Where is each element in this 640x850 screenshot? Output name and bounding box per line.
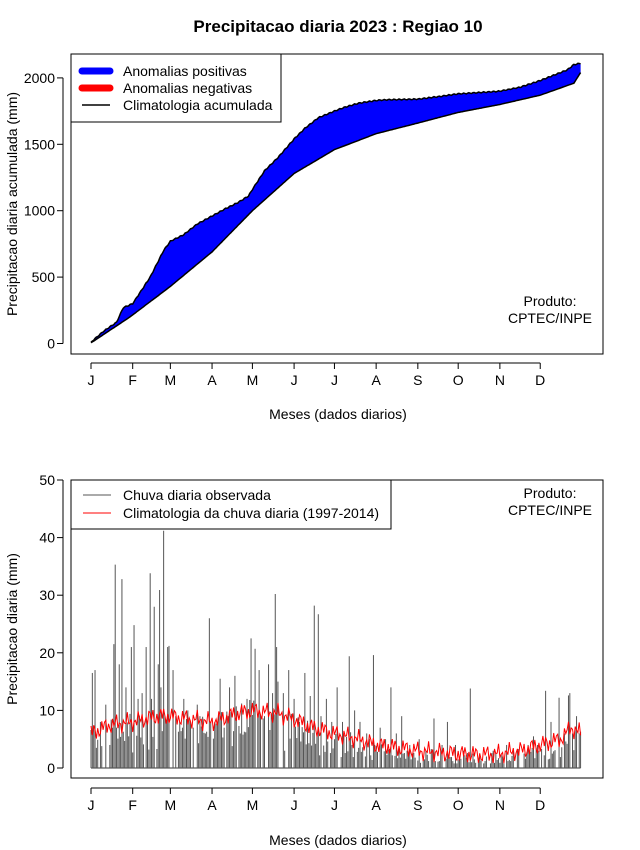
x-tick-label: O [453,797,464,813]
positive-anomaly-area [91,63,581,343]
x-tick-label: J [88,797,95,813]
legend-label-negative: Anomalias negativas [123,80,252,96]
plot-area [90,62,582,344]
x-tick-label: M [247,797,259,813]
x-tick-label: N [495,372,505,388]
x-tick-label: A [207,797,217,813]
daily-climatology-line [90,702,582,764]
y-axis: 0 500 1000 1500 2000 [24,70,64,352]
legend-label-observed: Chuva diaria observada [123,487,271,503]
y-axis: 0 10 20 30 40 50 [39,472,64,776]
legend-label-positive: Anomalias positivas [123,63,247,79]
y-tick-label: 1000 [24,203,55,219]
x-tick-label: F [128,372,137,388]
y-tick-label: 0 [47,760,55,776]
legend-box [70,479,392,530]
y-tick-label: 20 [39,645,55,661]
x-tick-label: A [207,372,217,388]
x-tick-label: J [291,797,298,813]
credit-line-2: CPTEC/INPE [508,502,592,518]
y-axis-label: Precipitacao diaria acumulada (mm) [4,92,20,316]
x-tick-label: J [331,797,338,813]
x-tick-label: J [291,372,298,388]
y-tick-label: 2000 [24,70,55,86]
x-tick-label: S [413,372,422,388]
chart-title: Precipitacao diaria 2023 : Regiao 10 [193,17,482,36]
x-tick-label: A [371,372,381,388]
daily-panel: 0 10 20 30 40 50 J F M A M J J A S O N D Meses (dados di… [4,472,604,848]
plot-frame [70,53,604,355]
accumulated-panel: 0 500 1000 1500 2000 J F M A M J J A S O N D Meses (dad… [4,53,604,422]
y-axis-label: Precipitacao diaria (mm) [4,553,20,705]
x-tick-label: F [128,797,137,813]
y-tick-label: 0 [47,336,55,352]
x-tick-label: N [495,797,505,813]
observed-accumulated-line [90,62,581,343]
plot-area [90,530,582,769]
credit-line-1: Produto: [524,485,577,501]
x-tick-label: J [331,372,338,388]
y-tick-label: 40 [39,530,55,546]
y-tick-label: 1500 [24,136,55,152]
credit-line-2: CPTEC/INPE [508,310,592,326]
legend-label-climatology: Climatologia acumulada [123,97,273,113]
legend-label-climatology: Climatologia da chuva diaria (1997-2014) [123,505,379,521]
x-tick-label: J [88,372,95,388]
climatology-accumulated-line [90,72,582,344]
y-tick-label: 500 [32,269,56,285]
x-tick-label: M [165,372,177,388]
x-axis-label: Meses (dados diarios) [269,832,407,848]
legend: Chuva diaria observada Climatologia da c… [70,479,392,530]
x-tick-label: O [453,372,464,388]
x-tick-label: S [413,797,422,813]
x-tick-label: D [535,797,545,813]
x-tick-label: M [165,797,177,813]
y-tick-label: 30 [39,587,55,603]
credit-line-1: Produto: [524,293,577,309]
y-tick-label: 10 [39,702,55,718]
y-tick-label: 50 [39,472,55,488]
legend: Anomalias positivas Anomalias negativas … [70,53,282,123]
x-tick-label: A [371,797,381,813]
x-axis-label: Meses (dados diarios) [269,406,407,422]
x-tick-label: D [535,372,545,388]
x-tick-label: M [247,372,259,388]
